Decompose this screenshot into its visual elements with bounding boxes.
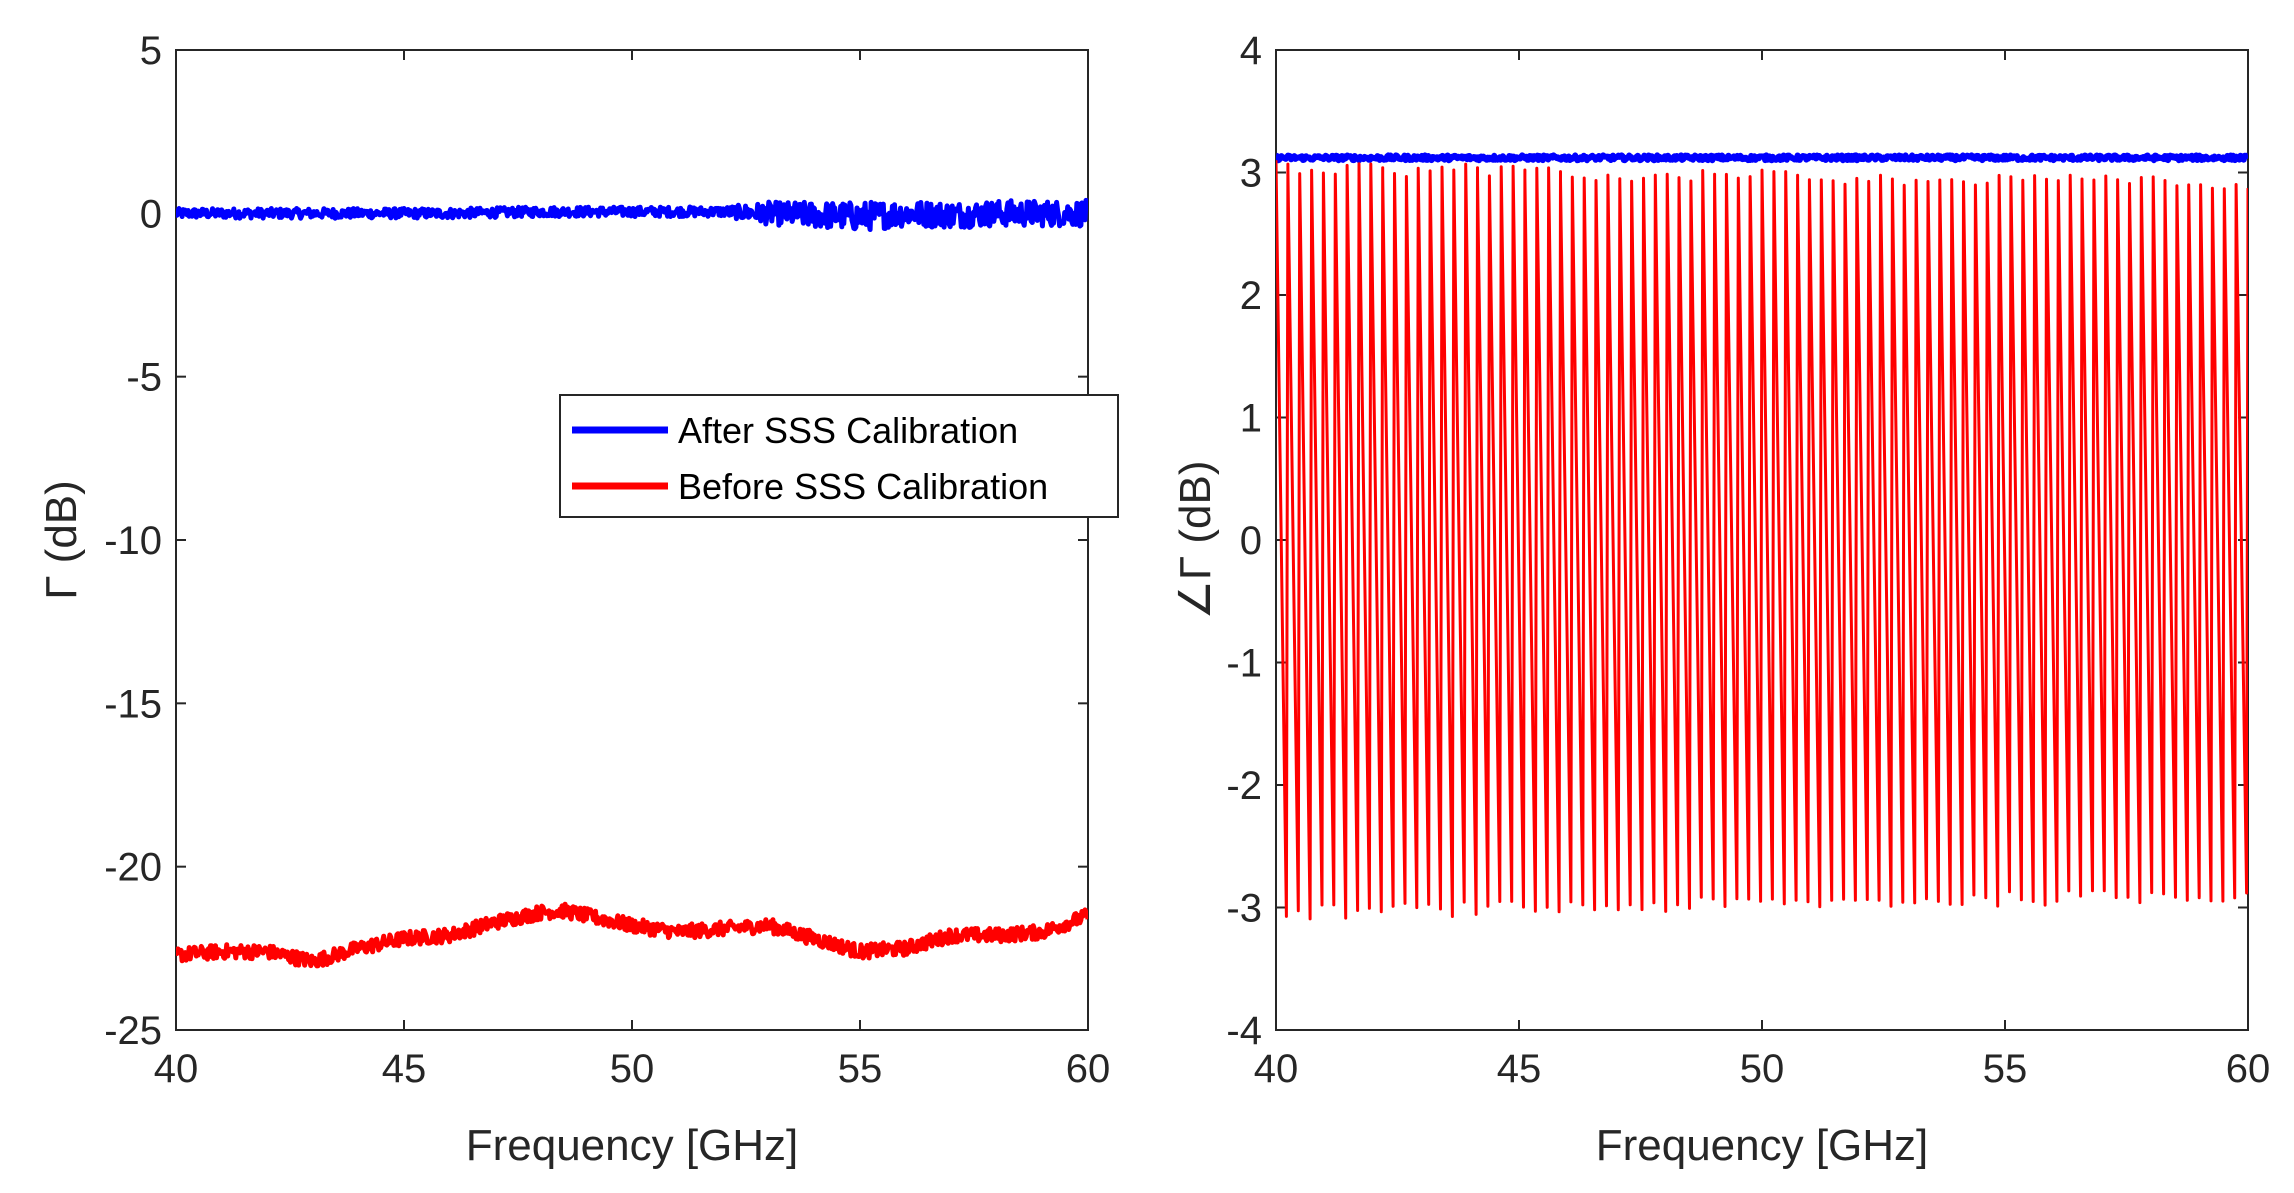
- left-ytick-label: -15: [104, 682, 162, 726]
- left-ytick-label: 5: [140, 29, 162, 73]
- left-xtick-label: 60: [1066, 1047, 1111, 1091]
- left-xtick-label: 40: [154, 1047, 199, 1091]
- left-ytick-label: -25: [104, 1009, 162, 1053]
- right-xlabel: Frequency [GHz]: [1596, 1121, 1929, 1170]
- left-series-before: [176, 901, 1088, 969]
- legend-box: [559, 394, 1119, 518]
- left-ytick-label: -10: [104, 519, 162, 563]
- right-ytick-label: -4: [1226, 1009, 1262, 1053]
- right-ylabel: ∠Γ (dB): [1171, 460, 1220, 619]
- legend-label-before: Before SSS Calibration: [678, 466, 1048, 507]
- right-series: [1276, 152, 2248, 921]
- left-xtick-label: 55: [838, 1047, 883, 1091]
- right-ytick-label: -3: [1226, 887, 1262, 931]
- right-xtick-label: 55: [1983, 1047, 2028, 1091]
- right-ytick-label: -1: [1226, 642, 1262, 686]
- right-xtick-label: 40: [1254, 1047, 1299, 1091]
- right-xtick-label: 50: [1740, 1047, 1785, 1091]
- left-xtick-label: 50: [610, 1047, 655, 1091]
- right-series-before: [1276, 160, 2248, 921]
- right-ytick-label: 0: [1240, 519, 1262, 563]
- left-ytick-label: -5: [126, 356, 162, 400]
- right-tick-labels: 40 45 50 55 60 4 3 2 1 0 -1 -2 -3 -4: [1226, 29, 2270, 1091]
- left-xlabel: Frequency [GHz]: [466, 1121, 799, 1170]
- left-series: [176, 197, 1088, 969]
- left-ytick-label: 0: [140, 192, 162, 236]
- legend: After SSS Calibration Before SSS Calibra…: [559, 394, 1119, 518]
- right-xtick-label: 60: [2226, 1047, 2271, 1091]
- left-xtick-label: 45: [382, 1047, 427, 1091]
- right-ytick-label: 2: [1240, 274, 1262, 318]
- right-ytick-label: 3: [1240, 152, 1262, 196]
- legend-label-after: After SSS Calibration: [678, 410, 1018, 451]
- left-plot-area: [175, 49, 1089, 1031]
- right-series-after: [1276, 152, 2248, 164]
- right-ytick-label: -2: [1226, 764, 1262, 808]
- left-series-after: [176, 197, 1088, 232]
- right-xtick-label: 45: [1497, 1047, 1542, 1091]
- left-ylabel: Γ (dB): [37, 480, 86, 600]
- left-ytick-label: -20: [104, 846, 162, 890]
- right-ytick-label: 1: [1240, 397, 1262, 441]
- right-ytick-label: 4: [1240, 29, 1262, 73]
